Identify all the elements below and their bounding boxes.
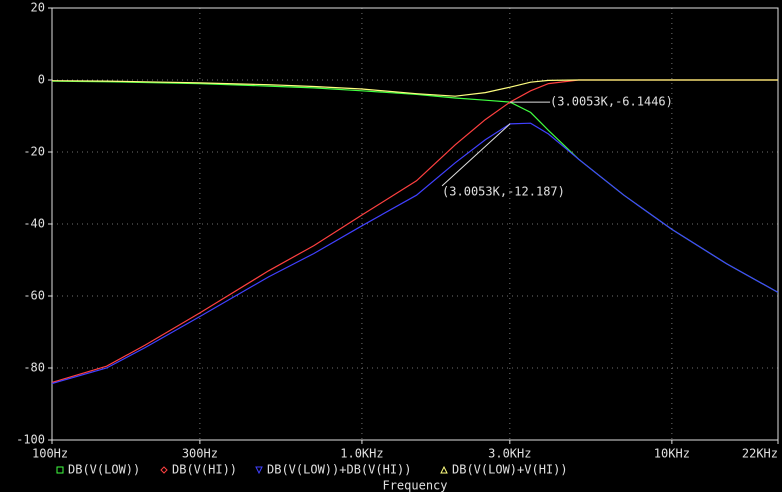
legend-label: DB(V(LOW)+V(HI)) [452,463,568,477]
series-line [51,79,778,97]
y-tick-label: -80 [23,361,45,375]
plot-frame [51,7,779,441]
x-tick-label: 22KHz [742,447,778,461]
x-tick-label: 3.0KHz [488,447,531,461]
y-tick-label: -60 [23,289,45,303]
legend-marker [160,466,168,474]
x-tick-label: 1.0KHz [340,447,383,461]
x-tick-label: 100Hz [32,447,68,461]
y-tick-label: -40 [23,217,45,231]
y-tick-label: 0 [38,73,45,87]
series-line [51,122,779,385]
series-line [51,79,778,383]
legend-marker [255,466,263,475]
annotation-label: (3.0053K,-12.187) [442,184,565,198]
annotation-label: (3.0053K,-6.1446) [550,95,673,109]
annotation-leader [441,123,511,187]
legend-label: DB(V(HI)) [172,463,237,477]
x-tick-label: 300Hz [182,447,218,461]
legend-label: DB(V(LOW)) [68,463,140,477]
x-tick-label: 10KHz [654,447,690,461]
series-line [51,80,779,293]
legend-marker [440,465,448,474]
y-tick-label: 20 [31,1,45,15]
y-tick-label: -100 [16,433,45,447]
legend-label: DB(V(LOW))+DB(V(HI)) [267,463,412,477]
x-axis-label: Frequency [382,479,447,492]
legend-marker [56,466,64,474]
y-tick-label: -20 [23,145,45,159]
